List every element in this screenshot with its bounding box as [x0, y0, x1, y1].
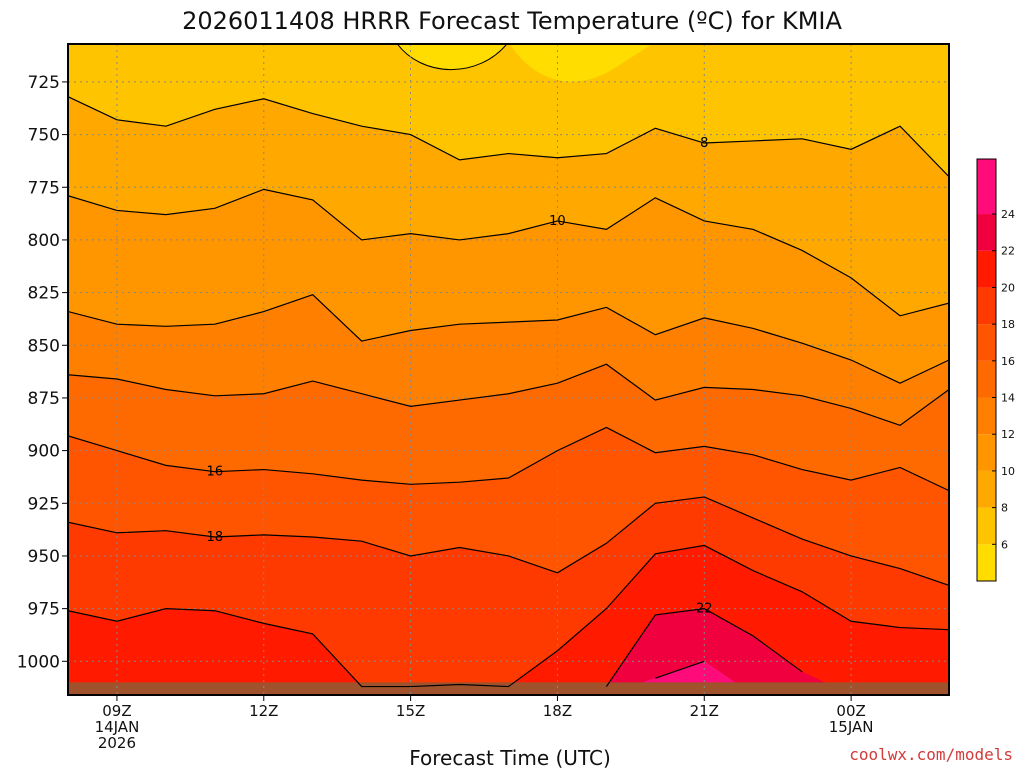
colorbar-label: 20 [1001, 281, 1015, 294]
x-tick-label: 2026 [98, 734, 136, 752]
x-tick-label: 14JAN [95, 718, 140, 736]
x-tick-label: 15Z [396, 702, 425, 720]
y-tick-label: 825 [28, 284, 60, 304]
y-tick-label: 900 [28, 442, 60, 462]
y-tick-label: 1000 [17, 652, 60, 672]
y-tick-label: 725 [28, 73, 60, 93]
colorbar-frame [976, 158, 997, 582]
y-tick-label: 775 [28, 178, 60, 198]
x-tick-label: 15JAN [829, 718, 874, 736]
x-tick-label: 00Z [836, 702, 865, 720]
colorbar-segment [977, 214, 996, 251]
isotherm-24 [655, 660, 705, 679]
isotherm-8 [68, 96, 949, 178]
y-tick-label: 925 [28, 494, 60, 514]
colorbar-segment [977, 250, 996, 288]
y-tick-label: 800 [28, 231, 60, 251]
colorbar-legend: 6 8 10 12 14 16 18 20 22 24 [976, 158, 1015, 582]
isotherm-12 [68, 294, 949, 384]
colorbar-label: 22 [1001, 245, 1015, 258]
isotherm-22 [605, 608, 803, 687]
colorbar-label: 24 [1001, 208, 1015, 221]
x-tick-label: 18Z [543, 702, 572, 720]
isotherm-label-8: 8 [700, 136, 708, 151]
colorbar-segment [977, 360, 996, 398]
x-tick-label: 12Z [249, 702, 278, 720]
colorbar-label: 16 [1001, 355, 1015, 368]
colorbar-label: 12 [1001, 428, 1015, 441]
isotherm-14 [68, 363, 949, 426]
colorbar-segment [977, 507, 996, 545]
y-tick-label: 750 [28, 126, 60, 146]
isotherm-lines [68, 96, 949, 688]
temperature-band [68, 608, 949, 695]
plot-frame [67, 43, 950, 696]
y-tick-label: 875 [28, 389, 60, 409]
colorbar-label: 10 [1001, 465, 1015, 478]
colorbar-segment [977, 159, 996, 215]
ground-fill [68, 682, 949, 695]
colorbar-label: 14 [1001, 392, 1015, 405]
colorbar-label: 8 [1001, 502, 1008, 515]
isotherm-16 [68, 426, 949, 492]
grid-lines [68, 44, 949, 695]
ground-layer [68, 682, 949, 695]
colorbar-segment [977, 287, 996, 325]
isotherm-label-10: 10 [549, 214, 566, 229]
isotherm-label-18: 18 [207, 530, 224, 545]
x-axis-title: Forecast Time (UTC) [409, 746, 611, 768]
warm-pocket-band [509, 44, 653, 82]
y-tick-label: 850 [28, 336, 60, 356]
colorbar-segment [977, 470, 996, 508]
x-tick-label: 09Z [102, 702, 131, 720]
colorbar-segment [977, 434, 996, 471]
colorbar-label: 6 [1001, 538, 1008, 551]
colorbar-segment [977, 324, 996, 361]
plot-area: 8 10 16 18 22 [68, 44, 949, 695]
isotherm-labels: 8 10 16 18 22 [207, 136, 713, 617]
isotherm-label-22: 22 [696, 602, 713, 617]
isotherm-label-16: 16 [207, 465, 224, 480]
chart-title: 2026011408 HRRR Forecast Temperature (ºC… [182, 7, 842, 35]
colorbar-segment [977, 397, 996, 435]
warm-pocket-band [396, 44, 508, 70]
colorbar-label: 18 [1001, 318, 1015, 331]
isotherm-20 [68, 544, 949, 688]
y-tick-label: 950 [28, 547, 60, 567]
credit-link[interactable]: coolwx.com/models [849, 745, 1013, 764]
y-tick-label: 975 [28, 600, 60, 620]
isotherm-10 [68, 188, 949, 317]
isotherm-18 [68, 496, 949, 587]
y-axis: 725 750 775 800 825 850 875 900 925 950 975 1000 [17, 73, 68, 672]
colorbar-segment [977, 544, 996, 581]
x-tick-label: 21Z [690, 702, 719, 720]
